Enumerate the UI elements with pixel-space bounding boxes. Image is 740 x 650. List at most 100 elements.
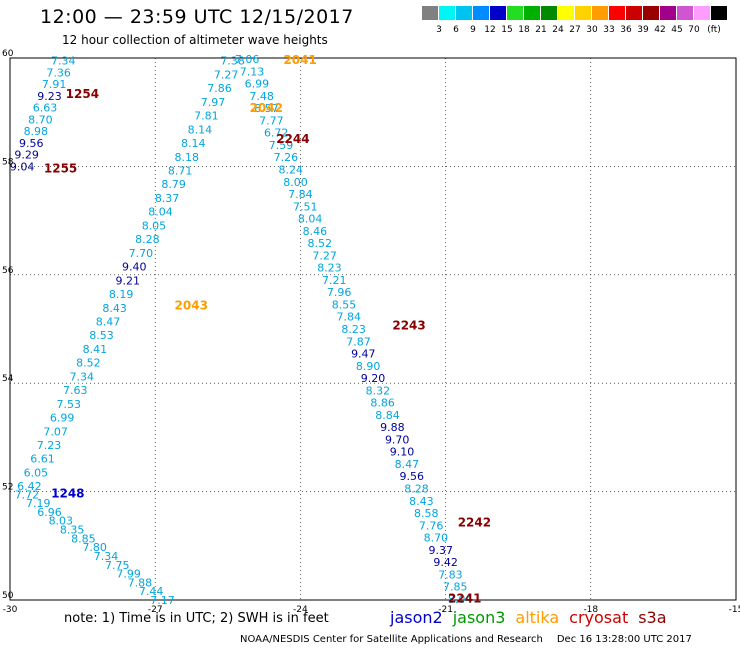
lat-tick-label: 60 — [2, 49, 14, 59]
wave-height-value: 8.32 — [366, 384, 391, 397]
wave-height-value: 6.96 — [37, 506, 62, 519]
wave-height-value: 7.27 — [312, 249, 337, 262]
wave-height-value: 7.84 — [337, 311, 362, 324]
wave-height-value: 8.23 — [317, 262, 342, 275]
wave-height-value: 8.04 — [448, 593, 473, 606]
legend-label: 9 — [470, 25, 476, 35]
pass-label: 2244 — [276, 132, 309, 146]
legend-unit: (ft) — [707, 25, 721, 35]
legend-swatch — [711, 6, 727, 20]
legend-label: 18 — [518, 25, 530, 35]
legend-label: 12 — [484, 25, 496, 35]
legend-swatch — [507, 6, 523, 20]
wave-height-value: 8.35 — [60, 524, 85, 537]
wave-height-value: 8.86 — [370, 397, 395, 410]
wave-height-value: 8.28 — [135, 233, 160, 246]
lon-tick-label: -15 — [729, 605, 740, 615]
wave-height-value: 9.20 — [361, 372, 386, 385]
wave-height-value: 7.34 — [70, 370, 95, 383]
satellite-legend-item: s3a — [638, 608, 667, 627]
wave-height-value: 9.56 — [19, 137, 44, 150]
wave-height-value: 8.04 — [148, 206, 173, 219]
lat-tick-label: 56 — [2, 266, 14, 276]
wave-height-value: 7.91 — [42, 78, 67, 91]
wave-height-value: 9.42 — [433, 556, 458, 569]
wave-height-value: 8.19 — [109, 288, 134, 301]
wave-height-value: 7.07 — [43, 425, 68, 438]
legend-label: 24 — [552, 25, 564, 35]
wave-height-value: 7.96 — [327, 286, 352, 299]
wave-height-value: 7.97 — [201, 96, 226, 109]
wave-height-value: 7.72 — [15, 488, 40, 501]
wave-height-value: 8.05 — [142, 219, 167, 232]
wave-height-value: 8.00 — [283, 176, 308, 189]
wave-height-value: 7.70 — [129, 247, 154, 260]
wave-height-value: 8.47 — [395, 458, 420, 471]
wave-height-value: 8.14 — [181, 137, 206, 150]
legend-swatch — [558, 6, 574, 20]
pass-label: 2242 — [458, 515, 491, 529]
wave-height-value: 7.84 — [288, 188, 313, 201]
wave-height-value: 8.03 — [49, 515, 74, 528]
wave-height-value: 9.70 — [385, 433, 410, 446]
wave-height-value: 9.21 — [115, 274, 140, 287]
wave-height-value: 8.04 — [298, 213, 323, 226]
wave-height-value: 7.34 — [94, 550, 119, 563]
credit-line: NOAA/NESDIS Center for Satellite Applica… — [240, 634, 692, 645]
satellite-legend: jason2 jason3 altika cryosat s3a — [390, 608, 677, 627]
wave-height-value: 8.24 — [278, 164, 303, 177]
wave-height-value: 9.40 — [122, 261, 147, 274]
wave-height-value: 6.63 — [33, 102, 58, 115]
footer-note: note: 1) Time is in UTC; 2) SWH is in fe… — [64, 611, 329, 626]
wave-height-value: 7.26 — [274, 151, 299, 164]
wave-height-value: 7.59 — [269, 139, 294, 152]
wave-height-value: 7.23 — [37, 439, 62, 452]
wave-height-value: 7.51 — [293, 200, 318, 213]
satellite-legend-item: altika — [515, 608, 560, 627]
legend-swatch — [456, 6, 472, 20]
wave-height-value: 8.55 — [332, 298, 357, 311]
lat-tick-label: 54 — [2, 374, 14, 384]
legend-swatch — [490, 6, 506, 20]
wave-height-value: 8.46 — [303, 225, 328, 238]
wave-height-value: 6.72 — [264, 127, 289, 140]
legend-swatch — [643, 6, 659, 20]
legend-swatch — [660, 6, 676, 20]
pass-label: 2243 — [392, 319, 425, 333]
wave-height-value: 8.79 — [161, 178, 186, 191]
lon-tick-label: -21 — [438, 605, 453, 615]
pass-label: 1255 — [44, 161, 77, 175]
wave-height-value: 9.10 — [390, 446, 415, 459]
legend-swatch — [541, 6, 557, 20]
pass-label: 2042 — [250, 101, 283, 115]
wave-height-value: 7.76 — [419, 519, 444, 532]
credit-text: NOAA/NESDIS Center for Satellite Applica… — [240, 634, 543, 645]
lon-tick-label: -24 — [293, 605, 308, 615]
satellite-legend-item: jason2 — [390, 608, 443, 627]
wave-height-value: 7.75 — [105, 559, 130, 572]
map-border — [9, 57, 737, 601]
wave-height-value: 7.19 — [26, 497, 51, 510]
wave-height-value: 7.34 — [51, 55, 76, 68]
lon-tick-label: -18 — [583, 605, 598, 615]
wave-height-value: 6.99 — [245, 78, 270, 91]
wave-height-value: 9.88 — [380, 421, 405, 434]
lat-lon-grid — [9, 57, 737, 601]
wave-height-value: 8.70 — [424, 532, 449, 545]
wave-height-value: 8.57 — [254, 102, 279, 115]
wave-height-value: 7.81 — [194, 110, 219, 123]
wave-height-value: 8.58 — [414, 507, 439, 520]
wave-height-value: 7.63 — [63, 384, 88, 397]
wave-height-value: 7.83 — [438, 568, 463, 581]
legend-label: 6 — [453, 25, 459, 35]
legend-label: 36 — [620, 25, 632, 35]
wave-height-value: 8.53 — [89, 329, 114, 342]
wave-height-value: 7.87 — [346, 335, 371, 348]
wave-height-value: 8.52 — [76, 357, 101, 370]
wave-height-value: 8.71 — [168, 165, 193, 178]
wave-height-value: 7.48 — [249, 90, 274, 103]
wave-height-value: 8.47 — [96, 315, 121, 328]
legend-label: 21 — [535, 25, 547, 35]
wave-height-value: 9.56 — [399, 470, 424, 483]
legend-swatch — [422, 6, 438, 20]
